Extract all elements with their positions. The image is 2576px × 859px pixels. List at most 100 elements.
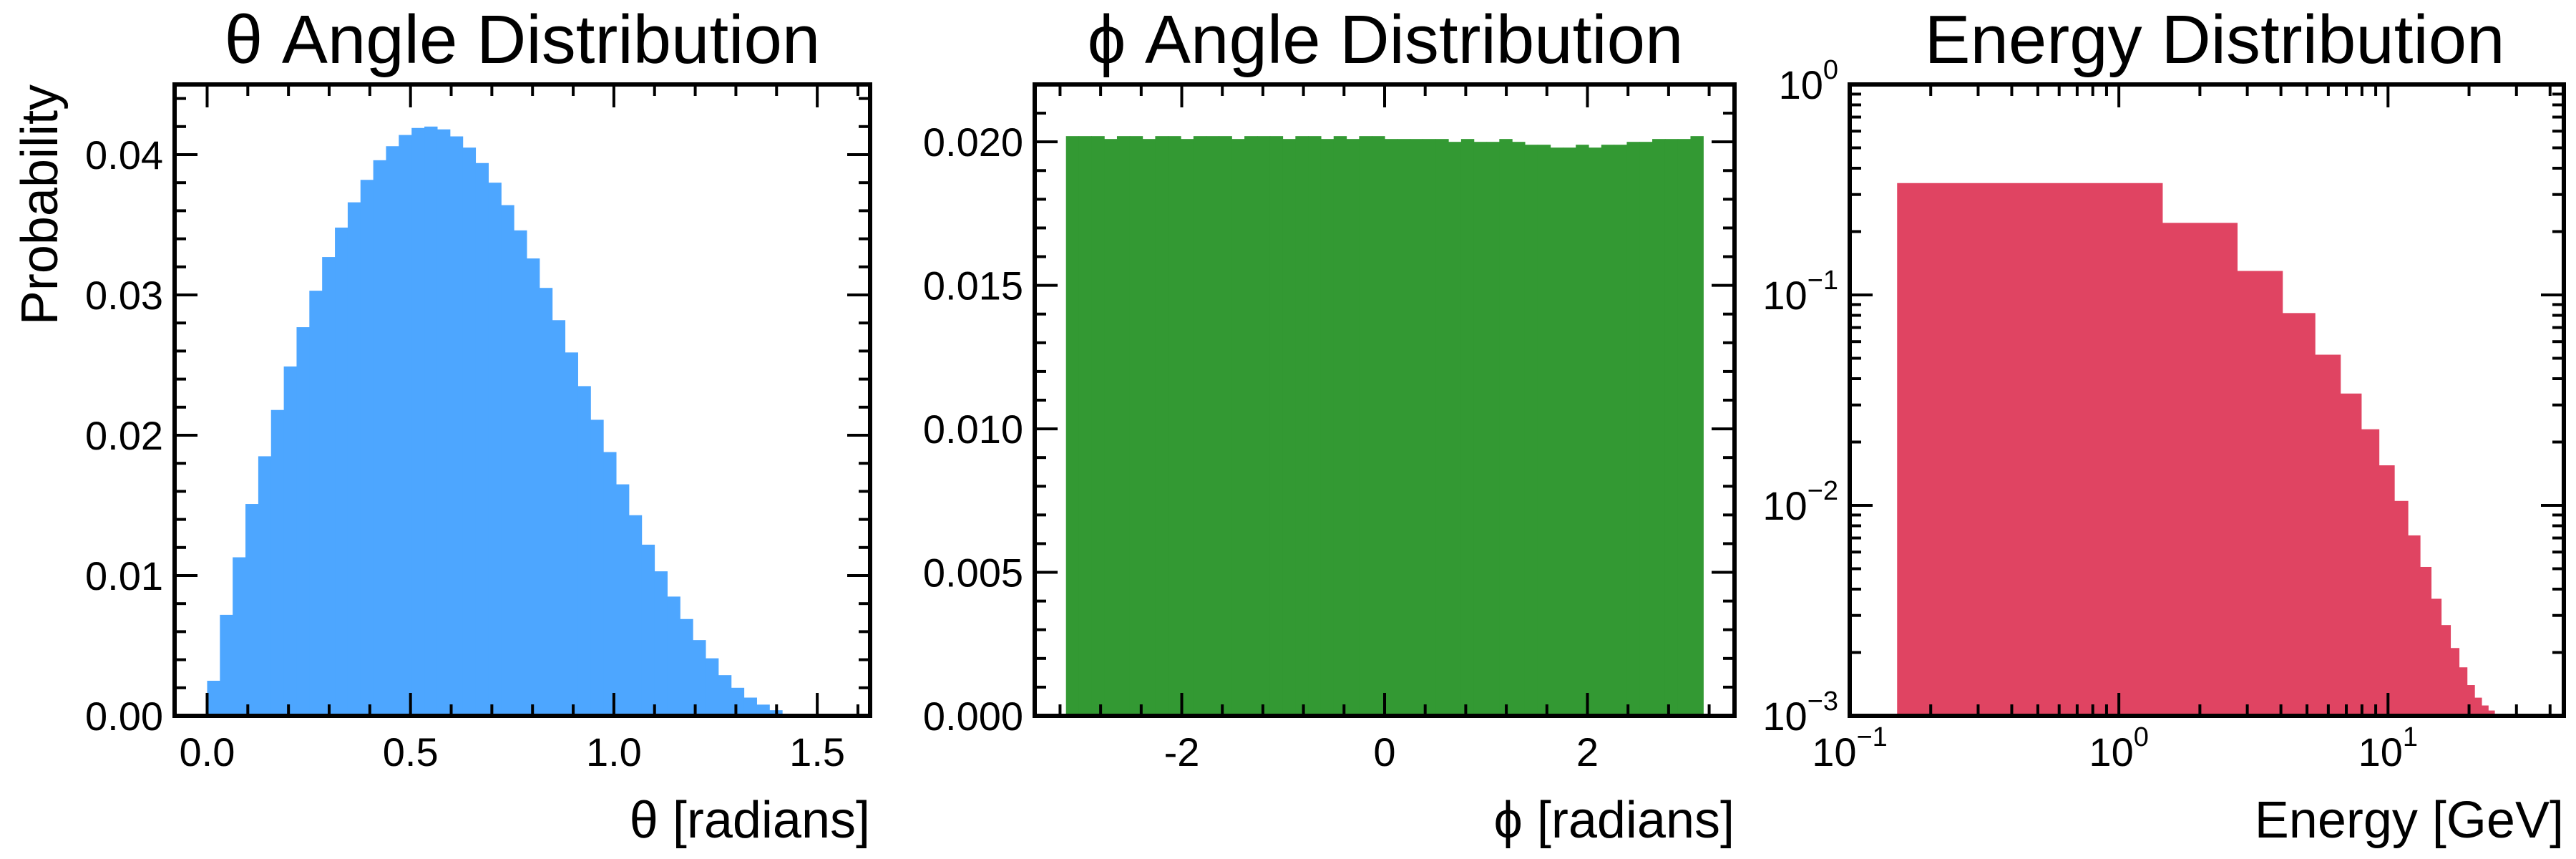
theta-bar [539,288,553,716]
theta-bar [270,409,285,716]
energy-bar [2361,429,2380,716]
theta-bar [245,504,259,716]
phi-bar [1257,136,1271,716]
phi-panel: ϕ Angle Distribution -2 0 2 0.000 0.005 0.010… [923,1,1737,849]
theta-bar [449,136,464,716]
theta-bar [233,557,246,716]
phi-bar [1448,142,1462,716]
phi-x-axis-label: ϕ [radians] [1494,792,1735,849]
theta-bar [386,146,399,717]
phi-bar [1231,139,1245,717]
theta-bar [743,697,757,716]
theta-bar [258,456,272,716]
phi-bar [1091,136,1105,716]
phi-bar [1104,139,1118,717]
theta-bar [488,183,502,716]
theta-bar [462,147,477,716]
phi-bar [1206,136,1220,716]
phi-x-tick-label: 2 [1576,729,1599,775]
energy-x-tick-label: 100 [2089,722,2148,775]
phi-y-tick-label: 0.000 [923,694,1023,739]
energy-bar [2379,465,2395,716]
phi-bar [1142,139,1156,717]
theta-bar [220,614,233,716]
theta-panel: θ Angle Distribution 0.0 0.5 1.0 1.50.000.0… [11,1,872,849]
theta-bar [565,352,578,716]
phi-bar [1181,139,1194,717]
theta-bar [641,544,655,716]
energy-plot-frame [1848,82,2566,718]
theta-bar [552,320,566,716]
phi-bar [1244,136,1258,716]
theta-x-tick-label: 1.0 [586,729,642,775]
theta-bar [603,452,617,716]
phi-y-tick-label: 0.015 [923,263,1023,309]
energy-y-tick-label: 10−1 [1762,266,1838,318]
theta-title: θ Angle Distribution [225,1,820,78]
phi-bars [1065,136,1704,717]
energy-x-axis-label: Energy [GeV] [2255,792,2564,849]
theta-bar [654,571,668,716]
phi-y-tick-label: 0.005 [923,550,1023,596]
phi-bar [1473,142,1488,716]
energy-bar [2467,685,2475,716]
theta-bar [207,681,220,716]
phi-bar [1397,139,1411,717]
theta-bar [360,180,374,716]
phi-bar [1269,136,1284,716]
energy-y-tick-label: 10−3 [1762,686,1838,739]
theta-y-tick-label: 0.03 [85,273,163,318]
phi-bar [1563,147,1576,716]
phi-bar [1550,147,1563,716]
energy-bar [1897,183,2163,716]
phi-y-tick-label: 0.020 [923,120,1023,165]
energy-bar [2481,705,2489,716]
theta-bar [475,162,489,716]
theta-bar [424,126,438,717]
phi-bar [1346,139,1360,717]
phi-bar [1320,139,1335,717]
theta-ticks: 0.0 0.5 1.0 1.5 0.00 0.01 0.02 0.03 0.04 [85,84,870,775]
theta-y-tick-label: 0.04 [85,132,163,178]
theta-bars [207,126,796,717]
theta-bar [335,227,348,716]
theta-bar [411,127,425,716]
theta-bar [705,658,719,716]
phi-bar [1333,136,1347,716]
phi-bar [1460,139,1475,717]
phi-bar [1282,139,1296,717]
energy-bar [2431,598,2442,716]
phi-bar [1601,145,1615,716]
energy-y-tick-label: 100 [1779,55,1838,107]
energy-bar [2420,566,2432,716]
theta-y-tick-label: 0.02 [85,413,163,458]
phi-bar [1168,136,1181,716]
energy-bar [2315,354,2341,716]
theta-bar [526,258,540,716]
phi-x-tick-label: -2 [1164,729,1200,775]
theta-y-axis-label: Probability [11,84,69,325]
phi-bar [1065,136,1080,716]
theta-bar [436,129,451,717]
phi-bar [1193,136,1207,716]
theta-bar [756,704,770,716]
energy-y-tick-label: 10−2 [1762,476,1838,528]
energy-bar [2450,648,2460,716]
theta-bar [296,327,310,717]
energy-bar [2474,697,2482,716]
energy-bar [2282,313,2316,717]
phi-bar [1359,136,1372,716]
phi-y-tick-label: 0.010 [923,407,1023,452]
theta-plot-frame [172,82,872,718]
phi-bar [1078,136,1092,716]
theta-bar [693,640,706,716]
theta-y-tick-label: 0.01 [85,553,163,598]
theta-bar [680,618,693,716]
energy-bar [2408,535,2421,716]
energy-bars [1897,183,2501,717]
phi-x-tick-label: 0 [1373,729,1395,775]
phi-bar [1677,139,1692,717]
phi-bar [1423,139,1436,717]
theta-x-tick-label: 1.5 [789,729,845,775]
